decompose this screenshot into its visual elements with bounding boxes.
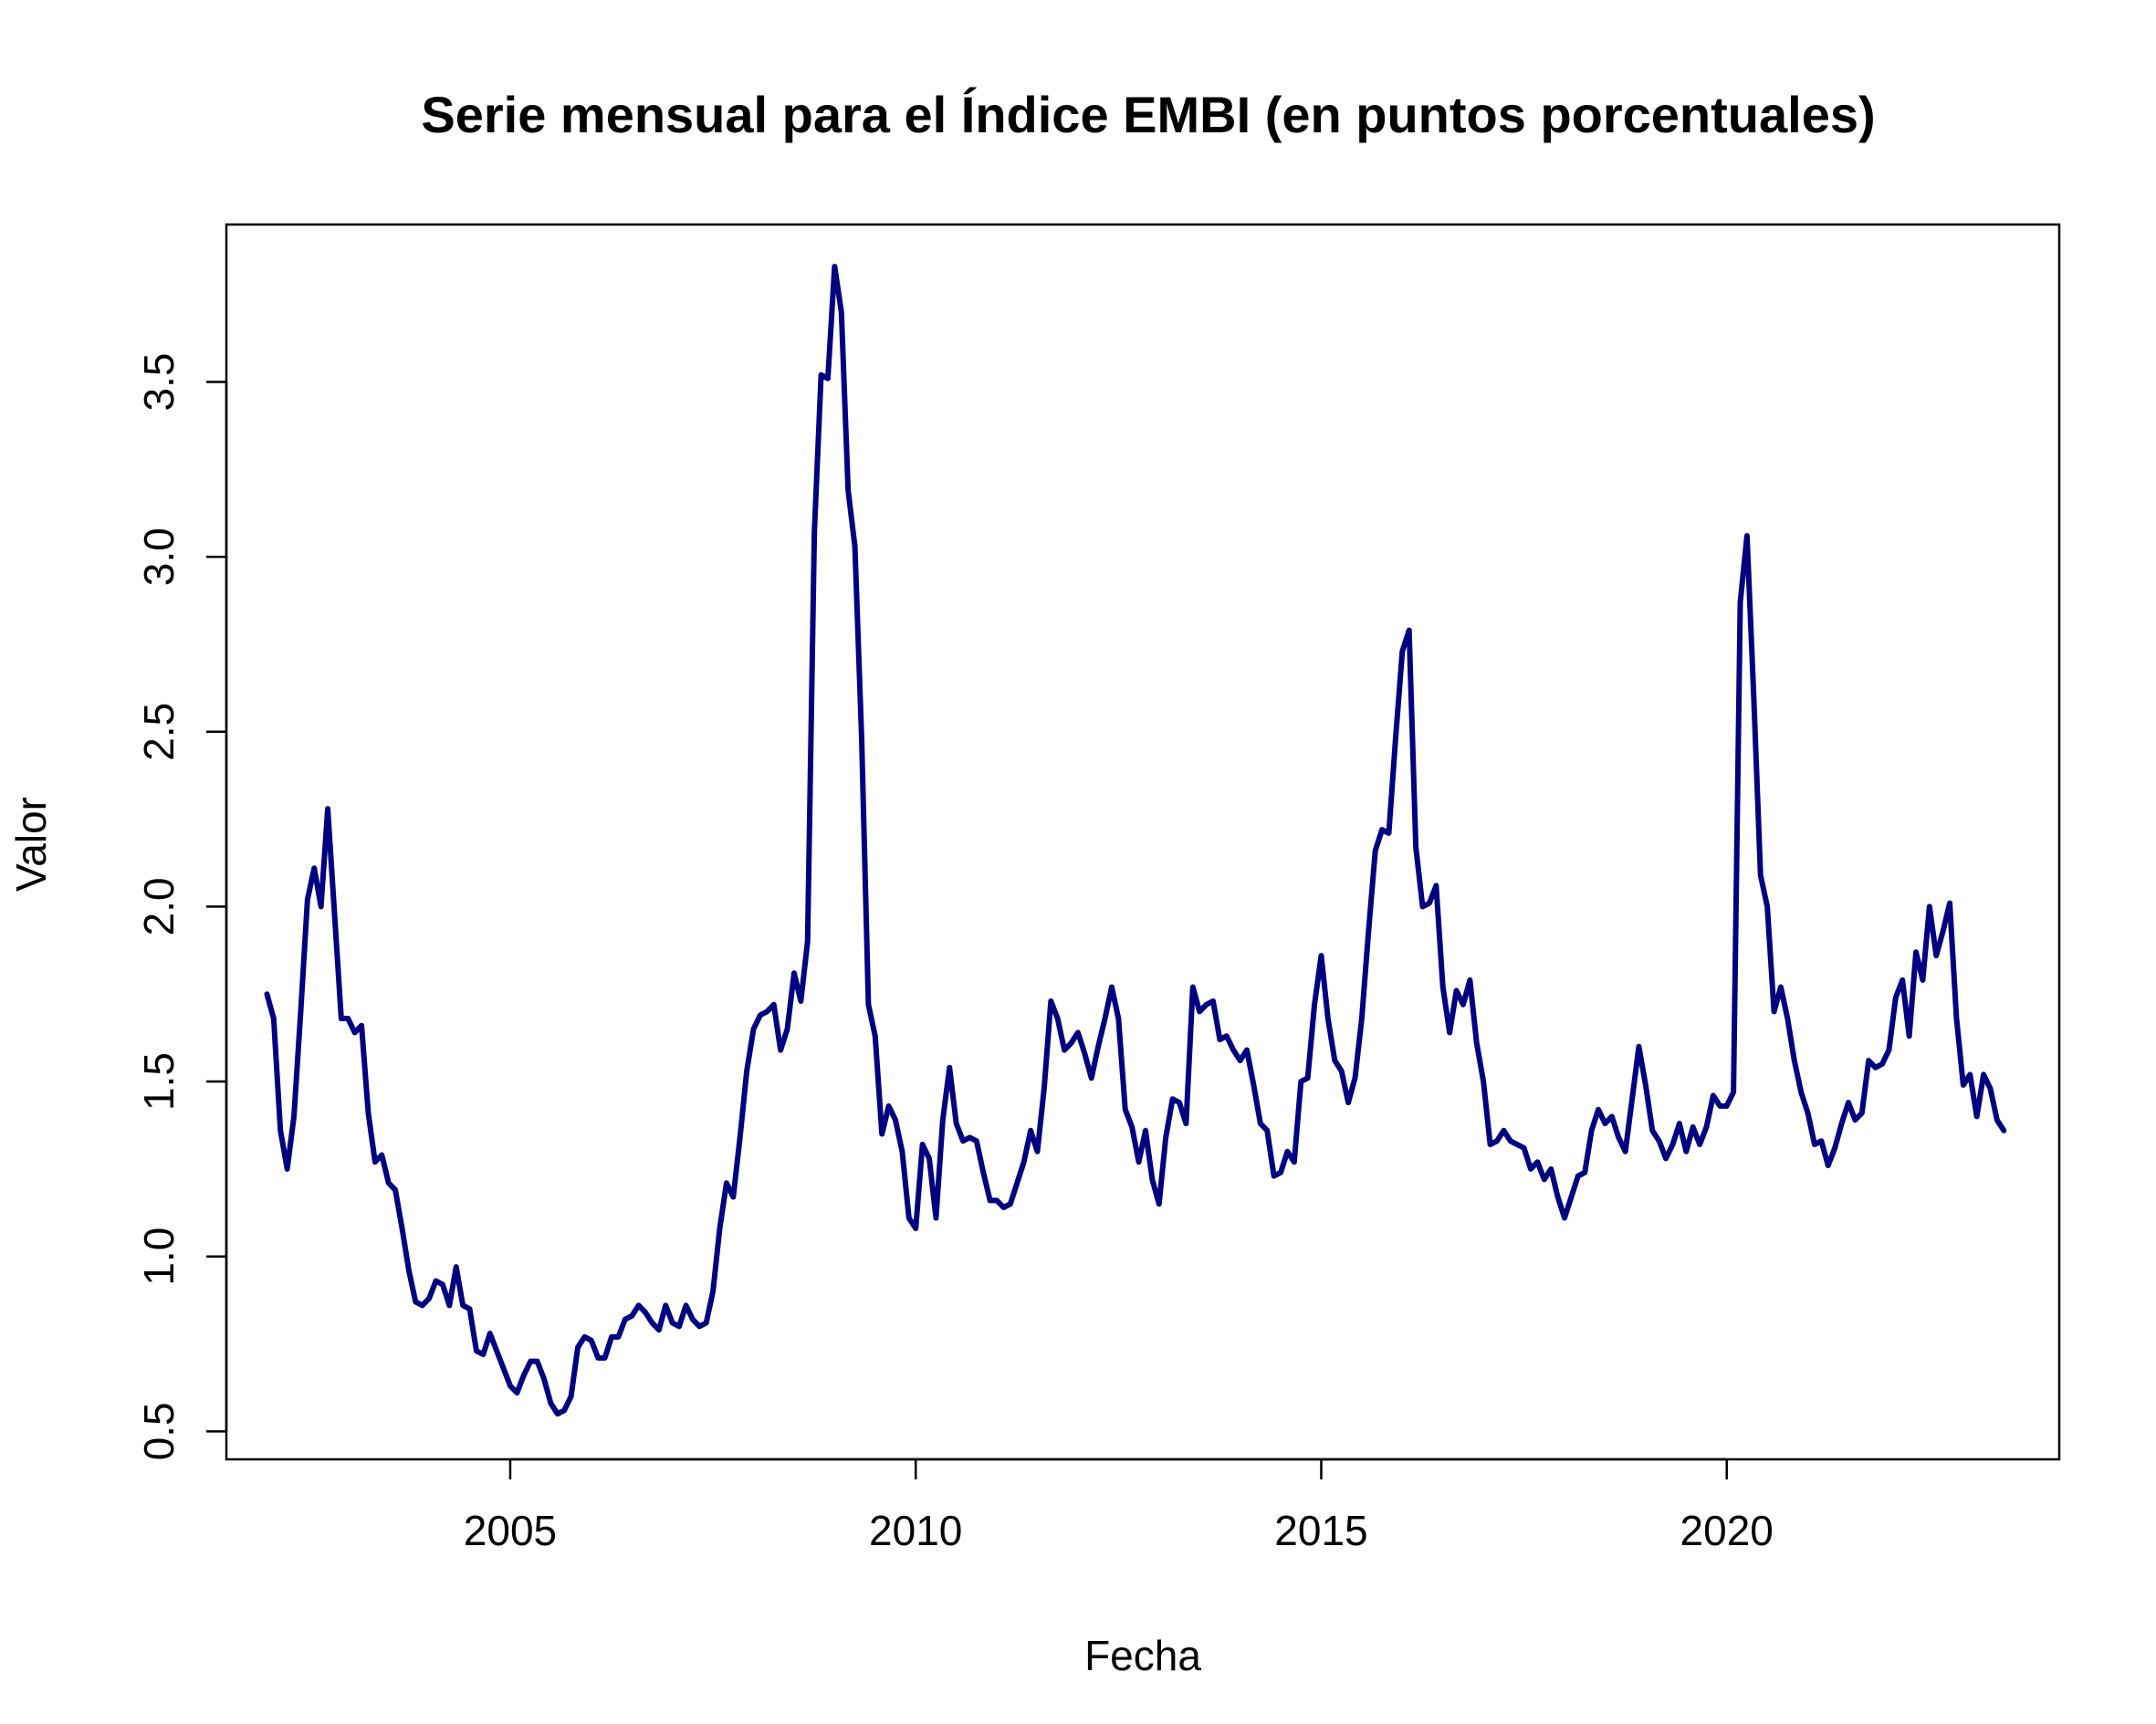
y-tick-label: 1.5 — [135, 1052, 183, 1111]
series-line — [264, 263, 2007, 1417]
chart-title: Serie mensual para el Índice EMBI (en pu… — [421, 86, 1875, 143]
y-axis: 0.5 1.0 1.5 2.0 2.5 3.0 3.5 — [135, 353, 228, 1460]
plot-area-frame — [225, 223, 2061, 1461]
y-tick-label: 1.0 — [135, 1228, 183, 1286]
x-tick-label: 2020 — [1680, 1507, 1774, 1554]
x-tick-label: 2015 — [1274, 1507, 1367, 1554]
x-tick-label: 2010 — [869, 1507, 962, 1554]
y-tick-label: 0.5 — [135, 1402, 183, 1460]
y-tick-label: 2.0 — [135, 877, 183, 935]
x-axis: 2005 2010 2015 2020 — [464, 1458, 1774, 1554]
y-tick-label: 3.5 — [135, 353, 183, 412]
x-tick-label: 2005 — [464, 1507, 557, 1554]
x-axis-label: Fecha — [1084, 1632, 1201, 1679]
series-embi — [264, 263, 2007, 1417]
y-axis-label: Valor — [7, 797, 55, 892]
y-tick-label: 2.5 — [135, 703, 183, 761]
y-tick-label: 3.0 — [135, 528, 183, 586]
